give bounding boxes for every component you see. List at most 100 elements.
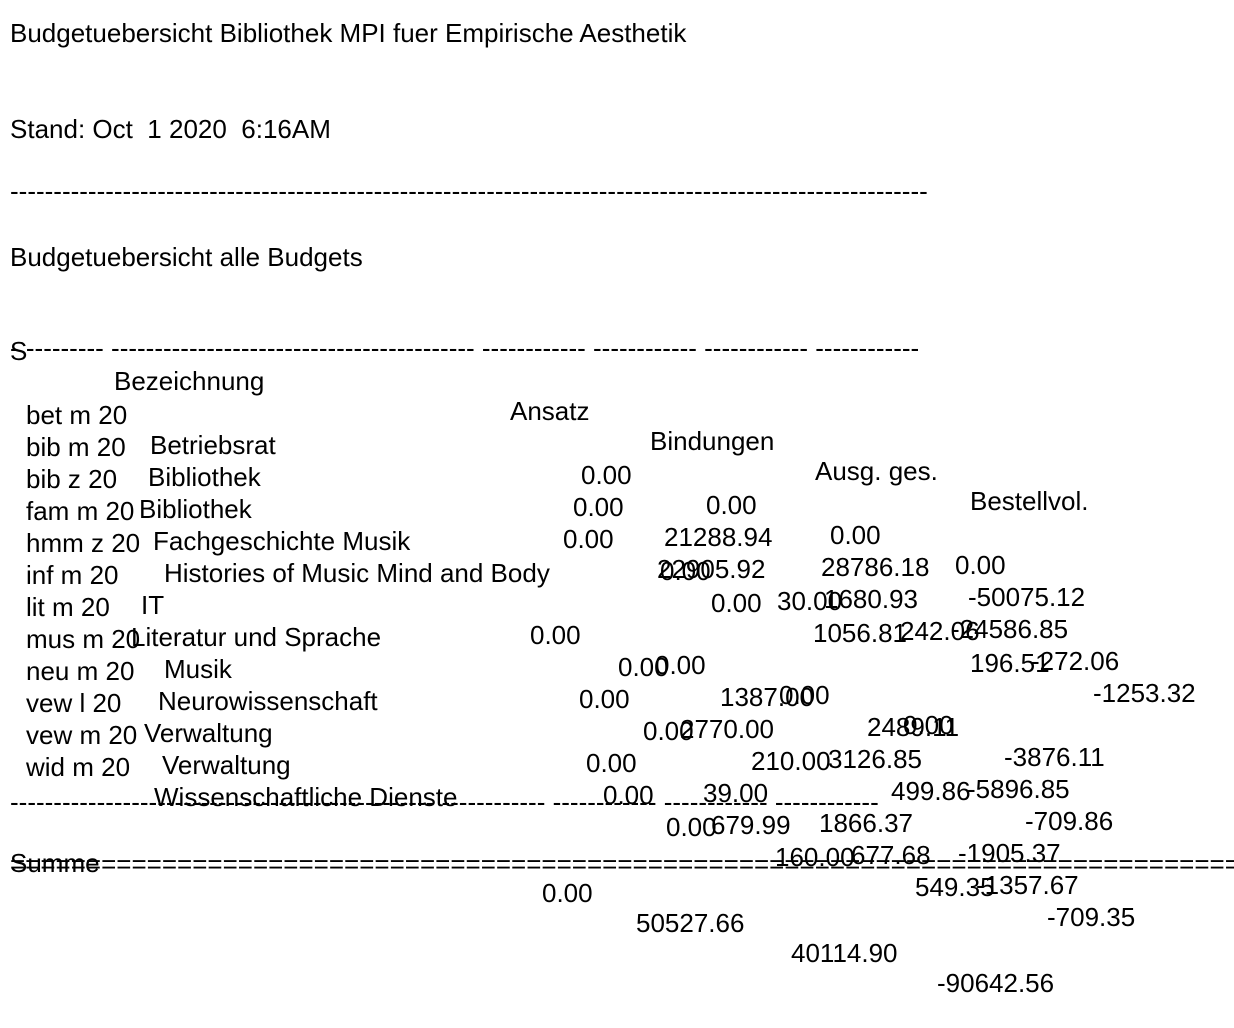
table-row: vew m 20 Verwaltung 0.00 679.99 677.68 -… xyxy=(0,690,1234,900)
stand-label: Stand: xyxy=(10,114,86,144)
table-row: bib m 20 Bibliothek 0.00 21288.94 28786.… xyxy=(0,402,1234,612)
row-ausg: 196.51 xyxy=(970,648,1050,678)
row-bestellvol: -1905.37 xyxy=(958,838,1061,868)
row-ansatz: 0.00 xyxy=(581,460,632,490)
summe-row: Summe 0.00 50527.66 40114.90 -90642.56 xyxy=(0,818,1234,998)
row-bestellvol: -1253.32 xyxy=(1093,678,1196,708)
row-name: Bibliothek xyxy=(139,494,252,524)
header-rule: - --------- ----------------------------… xyxy=(10,337,920,359)
row-code: fam m 20 xyxy=(26,496,135,526)
row-bestellvol: -50075.12 xyxy=(968,582,1086,612)
col-header-bindungen: Bindungen xyxy=(650,426,775,456)
summe-label: Summe xyxy=(10,848,100,878)
row-name: Bibliothek xyxy=(148,462,261,492)
row-ausg: 3126.85 xyxy=(828,744,922,774)
row-ansatz: 0.00 xyxy=(660,556,711,586)
row-ausg: 549.35 xyxy=(915,872,995,902)
row-name: IT xyxy=(141,590,165,620)
row-ansatz: 0.00 xyxy=(711,588,762,618)
row-name: Betriebsrat xyxy=(150,430,276,460)
table-row: bet m 20 Betriebsrat 0.00 0.00 0.00 0.00 xyxy=(0,370,1234,580)
row-ausg: 0.00 xyxy=(779,680,830,710)
row-ansatz: 0.00 xyxy=(618,652,669,682)
row-code: hmm z 20 xyxy=(26,528,141,558)
row-name: Fachgeschichte Musik xyxy=(153,526,411,556)
col-header-bezeichnung: Bezeichnung xyxy=(114,366,265,396)
row-name: Musik xyxy=(164,654,232,684)
row-name: Wissenschaftliche Dienste xyxy=(154,782,458,812)
col-header-s: S xyxy=(10,336,28,366)
row-bestellvol: -709.35 xyxy=(1047,902,1136,932)
table-row: fam m 20 Fachgeschichte Musik 0.00 30.00… xyxy=(0,466,1234,676)
footer-rule: ----------------------------------------… xyxy=(10,791,879,813)
row-ansatz: 0.00 xyxy=(579,684,630,714)
table-row: inf m 20 IT 0.00 0.00 0.00 0.00 xyxy=(0,530,1234,740)
row-ausg: 242.06 xyxy=(900,616,980,646)
row-bindungen: 21288.94 xyxy=(664,522,773,552)
row-code: vew m 20 xyxy=(26,720,138,750)
row-bestellvol: 0.00 xyxy=(955,550,1006,580)
row-ansatz: 0.00 xyxy=(643,716,694,746)
row-code: mus m 20 xyxy=(26,624,141,654)
row-bestellvol: -709.86 xyxy=(1025,806,1114,836)
row-ausg: 28786.18 xyxy=(821,552,930,582)
row-code: neu m 20 xyxy=(26,656,135,686)
row-ansatz: 0.00 xyxy=(563,524,614,554)
row-bindungen: 1056.81 xyxy=(813,618,907,648)
row-code: bet m 20 xyxy=(26,400,128,430)
row-code: vew l 20 xyxy=(26,688,122,718)
row-ansatz: 0.00 xyxy=(666,812,717,842)
summe-ausg: 40114.90 xyxy=(791,938,898,968)
row-bindungen: 30.00 xyxy=(777,586,843,616)
table-row: vew l 20 Verwaltung 0.00 39.00 1866.37 -… xyxy=(0,658,1234,868)
row-bindungen: 0.00 xyxy=(706,490,757,520)
table-row: lit m 20 Literatur und Sprache 0.00 1387… xyxy=(0,562,1234,772)
row-ausg: 2489.11 xyxy=(867,712,960,742)
row-bindungen: 1387.00 xyxy=(720,682,814,712)
row-bestellvol: -3876.11 xyxy=(1004,742,1105,772)
row-name: Verwaltung xyxy=(162,750,291,780)
stand-value: Oct 1 2020 6:16AM xyxy=(92,114,331,144)
col-header-bestellvol: Bestellvol. xyxy=(970,486,1089,516)
document-title: Budgetuebersicht Bibliothek MPI fuer Emp… xyxy=(10,18,687,48)
row-ausg: 0.00 xyxy=(830,520,881,550)
section-title: Budgetuebersicht alle Budgets xyxy=(10,242,363,272)
table-row: neu m 20 Neurowissenschaft 0.00 210.00 4… xyxy=(0,626,1234,836)
row-name: Literatur und Sprache xyxy=(131,622,382,652)
row-bestellvol: -272.06 xyxy=(1031,646,1120,676)
row-ausg: 499.86 xyxy=(891,776,971,806)
row-code: bib m 20 xyxy=(26,432,126,462)
row-code: lit m 20 xyxy=(26,592,110,622)
row-ausg: 1866.37 xyxy=(819,808,913,838)
row-bindungen: 679.99 xyxy=(711,810,791,840)
row-code: wid m 20 xyxy=(26,752,131,782)
table-row: mus m 20 Musik 0.00 2770.00 3126.85 -589… xyxy=(0,594,1234,804)
summe-bestellvol: -90642.56 xyxy=(937,968,1055,998)
col-header-ansatz: Ansatz xyxy=(510,396,590,426)
separator-top: ----------------------------------------… xyxy=(10,176,928,206)
row-ausg: 1680.93 xyxy=(824,584,918,614)
row-bindungen: 0.00 xyxy=(655,650,706,680)
row-bestellvol: 0.00 xyxy=(903,710,954,740)
row-code: inf m 20 xyxy=(26,560,119,590)
row-ansatz: 0.00 xyxy=(530,620,581,650)
col-header-ausg: Ausg. ges. xyxy=(815,456,938,486)
summe-ansatz: 0.00 xyxy=(542,878,593,908)
row-ausg: 677.68 xyxy=(851,840,931,870)
row-bindungen: 210.00 xyxy=(751,746,831,776)
row-bestellvol: -5896.85 xyxy=(967,774,1070,804)
row-ansatz: 0.00 xyxy=(573,492,624,522)
row-bindungen: 160.00 xyxy=(775,842,855,872)
table-row: hmm z 20 Histories of Music Mind and Bod… xyxy=(0,498,1234,708)
table-row: bib z 20 Bibliothek 0.00 22905.92 1680.9… xyxy=(0,434,1234,644)
summe-bindungen: 50527.66 xyxy=(636,908,745,938)
row-name: Neurowissenschaft xyxy=(158,686,378,716)
table-row: wid m 20 Wissenschaftliche Dienste 0.00 … xyxy=(0,722,1234,932)
row-ansatz: 0.00 xyxy=(603,780,654,810)
double-rule: ========================================… xyxy=(10,852,1234,876)
row-bindungen: 39.00 xyxy=(703,778,769,808)
row-bindungen: 2770.00 xyxy=(680,714,774,744)
row-ansatz: 0.00 xyxy=(586,748,637,778)
budget-document: Budgetuebersicht Bibliothek MPI fuer Emp… xyxy=(0,18,1234,998)
row-name: Verwaltung xyxy=(144,718,273,748)
